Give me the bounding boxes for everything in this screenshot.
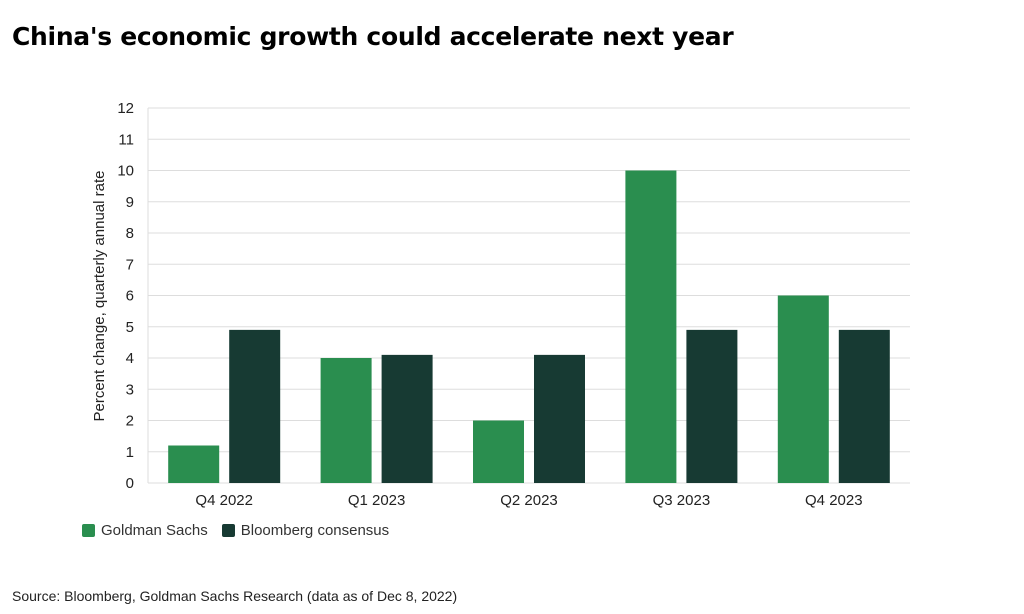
legend: Goldman Sachs Bloomberg consensus: [82, 522, 403, 539]
y-tick-label: 2: [126, 413, 134, 430]
legend-label-bloomberg: Bloomberg consensus: [240, 522, 390, 539]
y-axis-label: Percent change, quarterly annual rate: [91, 171, 108, 422]
x-tick-label: Q3 2023: [653, 492, 711, 509]
y-tick-label: 12: [117, 100, 134, 117]
legend-item-goldman: Goldman Sachs: [82, 522, 208, 539]
y-tick-label: 7: [126, 256, 134, 273]
bar-bloomberg-consensus: [229, 329, 281, 483]
y-tick-label: 8: [126, 225, 134, 242]
x-tick-label: Q4 2022: [195, 492, 253, 509]
legend-item-bloomberg: Bloomberg consensus: [221, 522, 390, 539]
bar-goldman-sachs: [473, 420, 524, 483]
y-tick-label: 6: [126, 288, 134, 305]
bar-bloomberg-consensus: [838, 329, 890, 483]
y-tick-label: 0: [126, 475, 134, 492]
bar-bloomberg-consensus: [686, 329, 738, 483]
y-tick-label: 9: [126, 194, 134, 211]
bar-bloomberg-consensus: [534, 354, 585, 483]
bar-bloomberg-consensus: [381, 354, 433, 483]
source-note: Source: Bloomberg, Goldman Sachs Researc…: [12, 588, 458, 604]
legend-swatch-bloomberg: [221, 524, 235, 537]
x-tick-label: Q1 2023: [348, 492, 406, 509]
chart-title: China's economic growth could accelerate…: [12, 22, 734, 51]
legend-swatch-goldman: [82, 524, 95, 537]
bars: [168, 170, 890, 483]
y-tick-label: 1: [126, 444, 134, 461]
bar-goldman-sachs: [320, 358, 372, 483]
x-axis-ticks: Q4 2022 Q1 2023 Q2 2023 Q3 2023 Q4 2023: [195, 492, 862, 509]
bar-goldman-sachs: [777, 295, 829, 483]
y-tick-label: 3: [126, 381, 134, 398]
y-tick-label: 10: [117, 163, 134, 180]
y-tick-label: 4: [126, 350, 134, 367]
y-tick-label: 11: [118, 131, 134, 148]
bar-goldman-sachs: [168, 445, 220, 483]
y-tick-label: 5: [126, 319, 134, 336]
bar-goldman-sachs: [625, 170, 677, 483]
x-tick-label: Q2 2023: [500, 492, 558, 509]
legend-label-goldman: Goldman Sachs: [101, 522, 208, 539]
x-tick-label: Q4 2023: [805, 492, 863, 509]
